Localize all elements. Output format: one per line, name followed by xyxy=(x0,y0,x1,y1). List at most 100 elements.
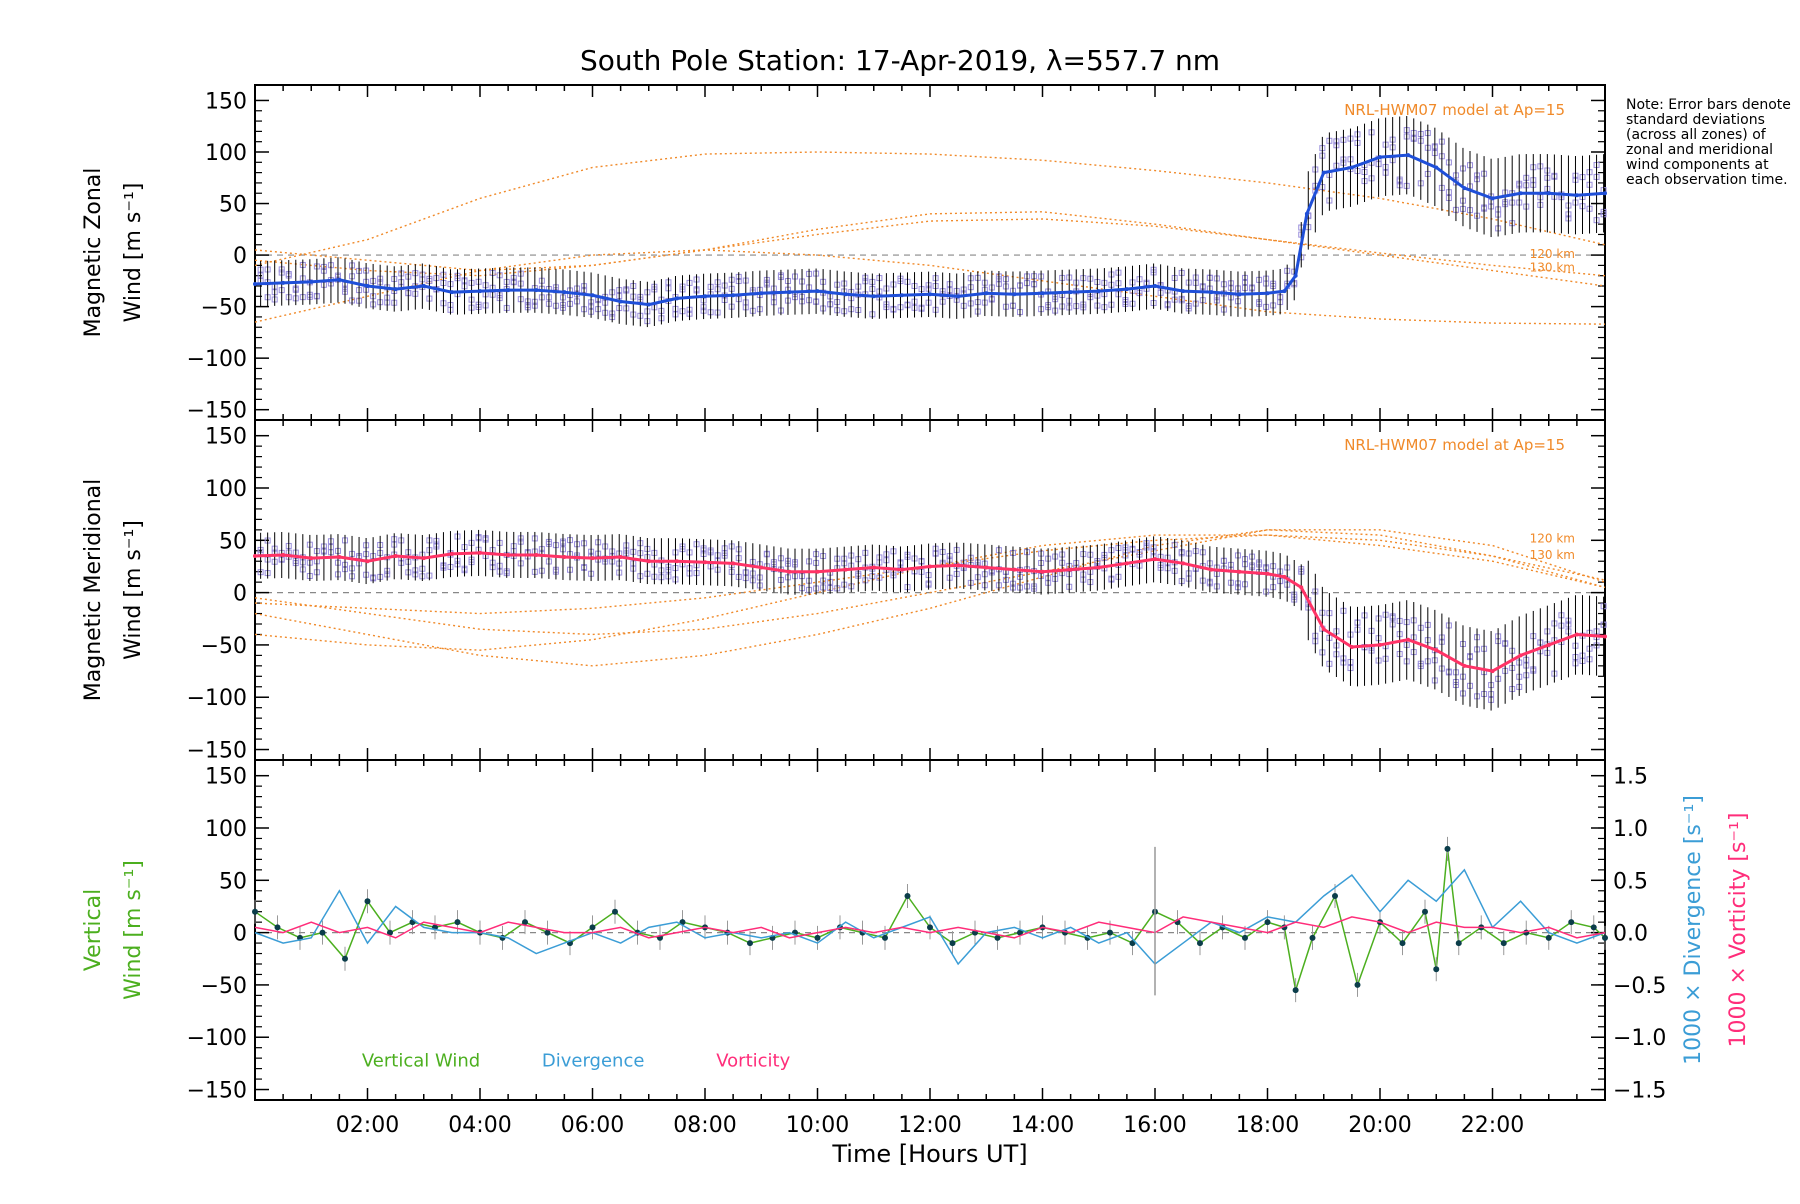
series-point xyxy=(1265,291,1270,296)
series-point xyxy=(590,293,595,298)
series-point xyxy=(1433,966,1440,973)
y-axis-label: Wind [m s⁻¹] xyxy=(121,183,146,323)
series-point xyxy=(927,924,933,931)
series-point xyxy=(309,556,314,561)
x-tick-label: 08:00 xyxy=(673,1113,736,1138)
series-point xyxy=(1293,273,1298,278)
y-tick-label: 0 xyxy=(233,582,247,607)
series-point xyxy=(393,287,398,292)
series-point xyxy=(1434,648,1439,653)
series-point xyxy=(365,559,370,564)
series-point xyxy=(1309,934,1316,941)
series-point xyxy=(1378,155,1382,160)
model-curve xyxy=(254,529,1606,636)
series-line xyxy=(254,551,1606,673)
series-point xyxy=(309,279,314,284)
series-point xyxy=(337,277,342,282)
series-point xyxy=(478,550,482,555)
y2-axis-label: 1000 × Divergence [s⁻¹] xyxy=(1681,795,1706,1065)
series-point xyxy=(449,290,454,295)
series-point xyxy=(365,284,370,288)
series-point xyxy=(646,559,651,564)
series-point xyxy=(814,934,821,941)
series-point xyxy=(562,555,567,560)
series-point xyxy=(674,559,679,564)
y-tick-label: −150 xyxy=(187,739,247,764)
series-point xyxy=(1237,292,1242,297)
series-point xyxy=(589,924,596,931)
model-curve xyxy=(254,249,1606,325)
x-tick-label: 22:00 xyxy=(1461,1113,1524,1138)
series-point xyxy=(342,955,348,962)
series-point xyxy=(618,299,623,304)
series-point xyxy=(843,567,848,572)
panel-frame xyxy=(254,84,1606,421)
y2-tick-label: 0.0 xyxy=(1613,922,1648,947)
series-point xyxy=(1406,153,1411,158)
series-point xyxy=(1602,934,1608,941)
series-point xyxy=(1590,924,1597,931)
series-point xyxy=(1500,940,1507,947)
series-point xyxy=(1068,290,1073,295)
series-point xyxy=(1518,191,1523,196)
series-point xyxy=(1444,845,1451,852)
series-point xyxy=(253,281,257,286)
series-point xyxy=(1349,165,1354,170)
series-point xyxy=(364,898,371,905)
y-tick-label: 50 xyxy=(219,193,247,218)
y-tick-label: 50 xyxy=(219,529,247,554)
series-point xyxy=(387,929,393,936)
y2-tick-label: 1.5 xyxy=(1613,765,1648,790)
series-point xyxy=(1434,165,1439,170)
series-point xyxy=(1349,645,1354,650)
series-point xyxy=(899,293,904,298)
series-point xyxy=(1237,569,1242,574)
series-point xyxy=(1040,291,1045,296)
y-tick-label: 0 xyxy=(233,922,247,947)
series-point xyxy=(252,908,258,915)
series-point xyxy=(984,291,989,296)
y-tick-label: −100 xyxy=(187,347,247,372)
x-axis-label: Time [Hours UT] xyxy=(831,1140,1027,1168)
series-point xyxy=(1017,929,1023,936)
series-point xyxy=(759,565,764,570)
series-point xyxy=(1299,585,1304,590)
series-point xyxy=(1264,919,1271,926)
y2-tick-label: −0.5 xyxy=(1613,974,1666,999)
series-point xyxy=(1282,574,1287,579)
series-point xyxy=(1568,919,1575,926)
series-point xyxy=(1153,284,1157,288)
x-tick-label: 14:00 xyxy=(1011,1113,1074,1138)
y-tick-label: 50 xyxy=(219,869,247,894)
series-point xyxy=(956,294,961,299)
series-point xyxy=(1012,292,1017,297)
model-height-label: 130 km xyxy=(1530,261,1575,275)
series-point xyxy=(274,924,281,931)
model-height-label: 130 km xyxy=(1530,548,1575,562)
model-height-label: 120 km xyxy=(1530,247,1575,261)
y2-axis-label: 1000 × Vorticity [s⁻¹] xyxy=(1726,813,1751,1048)
y-tick-label: 150 xyxy=(205,765,247,790)
series-point xyxy=(522,919,528,926)
panel-meridional: 150 100 50 0 −50 −100 −150 Magnetic Meridional W… xyxy=(81,419,1607,764)
series-point xyxy=(1096,565,1101,570)
series-point xyxy=(928,292,932,297)
series-point xyxy=(1462,663,1467,668)
series-point xyxy=(984,565,989,570)
series-point xyxy=(1378,642,1382,647)
note-text: Note: Error bars denote standard deviati… xyxy=(1626,97,1791,188)
series-line xyxy=(254,916,1606,939)
y-tick-label: −50 xyxy=(201,974,247,999)
panel-frame xyxy=(254,419,1606,761)
series-point xyxy=(421,556,426,561)
series-point xyxy=(1096,289,1101,294)
y2-tick-label: 0.5 xyxy=(1613,869,1648,894)
series-point xyxy=(590,556,595,561)
series-point xyxy=(759,291,764,296)
series-point xyxy=(319,929,326,936)
series-point xyxy=(478,289,482,294)
chart-title: South Pole Station: 17-Apr-2019, λ=557.7… xyxy=(580,44,1220,77)
series-point xyxy=(1153,557,1157,562)
series-point xyxy=(1012,567,1017,572)
